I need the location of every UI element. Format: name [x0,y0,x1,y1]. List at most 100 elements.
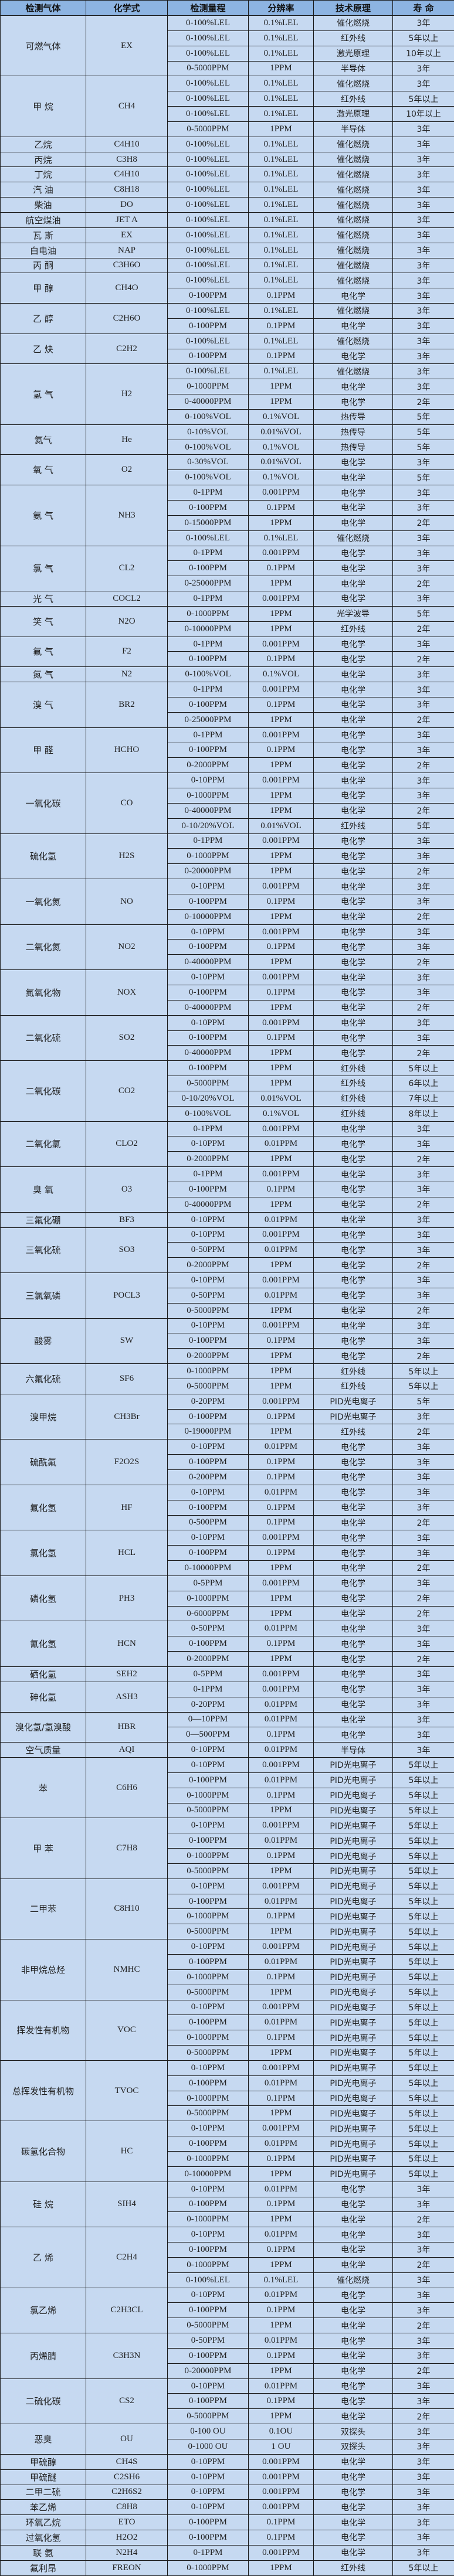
resolution-cell: 1PPM [249,1046,314,1061]
lifetime-cell: 5年以上 [393,1833,454,1849]
lifetime-cell: 5年以上 [393,1849,454,1864]
technology-cell: 催化燃烧 [314,364,393,379]
formula-cell: COCL2 [86,591,168,607]
range-cell: 0-1PPM [168,682,249,697]
technology-cell: PID光电离子 [314,1772,393,1788]
lifetime-cell: 5年以上 [393,1061,454,1076]
lifetime-cell: 2年 [393,712,454,727]
gas-name-cell: 氦气 [1,424,86,455]
formula-cell: O2 [86,455,168,485]
formula-cell: H2O2 [86,2530,168,2546]
technology-cell: 电化学 [314,1561,393,1576]
lifetime-cell: 5年以上 [393,1939,454,1955]
lifetime-cell: 10年以上 [393,46,454,61]
lifetime-cell: 3年 [393,318,454,334]
technology-cell: 电化学 [314,667,393,682]
resolution-cell: 1PPM [249,1924,314,1939]
gas-name-cell: 甲硫醚 [1,2469,86,2485]
lifetime-cell: 5年以上 [393,1985,454,2000]
resolution-cell: 1PPM [249,1561,314,1576]
resolution-cell: 0.001PPM [249,546,314,561]
gas-name-cell: 溴 气 [1,682,86,728]
gas-name-cell: 氮 气 [1,667,86,682]
resolution-cell: 0.01PPM [249,2378,314,2394]
technology-cell: 电化学 [314,1046,393,1061]
lifetime-cell: 3年 [393,773,454,788]
resolution-cell: 0.1PPM [249,652,314,667]
lifetime-cell: 3年 [393,1727,454,1743]
table-header-row: 检测气体 化学式 检测量程 分辨率 技术原理 寿 命 [1,1,454,16]
formula-cell: H2S [86,833,168,879]
lifetime-cell: 3年 [393,212,454,227]
resolution-cell: 0.1PPM [249,1455,314,1470]
resolution-cell: 0.1PPM [249,2091,314,2106]
resolution-cell: 1PPM [249,1258,314,1273]
resolution-cell: 1PPM [249,864,314,879]
resolution-cell: 0.1PPM [249,2530,314,2546]
technology-cell: PID光电离子 [314,1909,393,1924]
formula-cell: AQI [86,1743,168,1758]
range-cell: 0-10/20%VOL [168,818,249,833]
technology-cell: PID光电离子 [314,2015,393,2030]
technology-cell: PID光电离子 [314,2046,393,2061]
formula-cell: ASH3 [86,1682,168,1712]
lifetime-cell: 3年 [393,2454,454,2469]
formula-cell: C6H6 [86,1758,168,1818]
lifetime-cell: 5年 [393,409,454,424]
resolution-cell: 0.001PPM [249,924,314,940]
resolution-cell: 0.1%LEL [249,243,314,258]
resolution-cell: 0.1%LEL [249,227,314,243]
technology-cell: PID光电离子 [314,2000,393,2015]
resolution-cell: 0.1PPM [249,2348,314,2363]
lifetime-cell: 3年 [393,243,454,258]
technology-cell: 电化学 [314,515,393,530]
range-cell: 0-19000PPM [168,1424,249,1440]
resolution-cell: 0.01PPM [249,1894,314,1909]
range-cell: 0-1000PPM [168,1591,249,1606]
lifetime-cell: 3年 [393,2333,454,2349]
formula-cell: CH4O [86,273,168,304]
lifetime-cell: 3年 [393,1409,454,1424]
lifetime-cell: 3年 [393,455,454,470]
resolution-cell: 1PPM [249,394,314,410]
lifetime-cell: 2年 [393,1197,454,1212]
range-cell: 0-1000PPM [168,2212,249,2227]
range-cell: 0-100%LEL [168,30,249,46]
lifetime-cell: 3年 [393,2182,454,2197]
technology-cell: 电化学 [314,909,393,924]
resolution-cell: 1PPM [249,2560,314,2575]
resolution-cell: 0.1PPM [249,1849,314,1864]
technology-cell: PID光电离子 [314,1955,393,1970]
range-cell: 0-10PPM [168,1743,249,1758]
range-cell: 0-5000PPM [168,61,249,76]
range-cell: 0-1PPM [168,1682,249,1697]
lifetime-cell: 2年 [393,621,454,637]
resolution-cell: 0.1PPM [249,1333,314,1349]
gas-name-cell: 碳氢化合物 [1,2121,86,2182]
technology-cell: 电化学 [314,2409,393,2424]
resolution-cell: 0.1PPM [249,1788,314,1803]
range-cell: 0-100%LEL [168,212,249,227]
technology-cell: 红外线 [314,1091,393,1106]
range-cell: 0-100PPM [168,561,249,576]
range-cell: 0-5000PPM [168,1924,249,1939]
lifetime-cell: 3年 [393,2272,454,2288]
lifetime-cell: 3年 [393,546,454,561]
lifetime-cell: 3年 [393,1621,454,1636]
range-cell: 0-2000PPM [168,758,249,773]
lifetime-cell: 3年 [393,1030,454,1046]
range-cell: 0-100%LEL [168,243,249,258]
resolution-cell: 0.1OU [249,2424,314,2439]
resolution-cell: 0.1PPM [249,1409,314,1424]
range-cell: 0-100PPM [168,2515,249,2530]
technology-cell: 电化学 [314,1243,393,1258]
technology-cell: PID光电离子 [314,2060,393,2075]
range-cell: 0-10PPM [168,879,249,894]
